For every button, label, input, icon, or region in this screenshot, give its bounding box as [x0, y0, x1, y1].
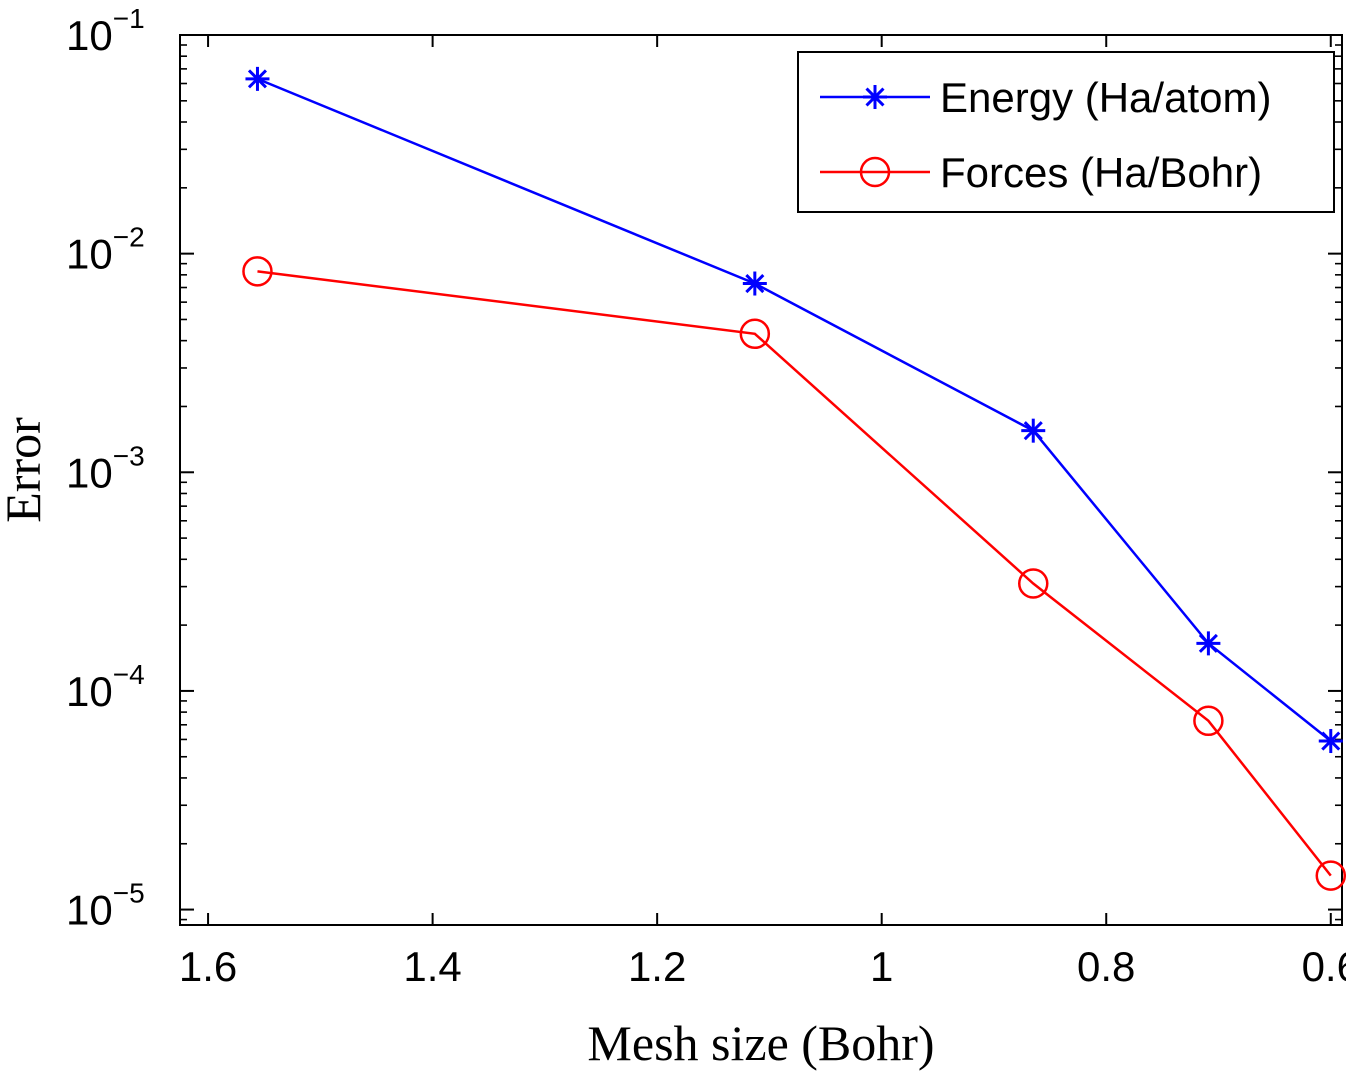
y-tick-base: 10 — [66, 231, 113, 278]
asterisk-stroke — [865, 87, 885, 107]
y-axis-title: Error — [0, 417, 51, 523]
y-tick-base: 10 — [66, 668, 113, 715]
legend-box — [797, 51, 1335, 213]
x-tick-label: 1.4 — [403, 943, 461, 990]
x-axis-title: Mesh size (Bohr) — [587, 1015, 934, 1071]
y-tick-exponent: −4 — [113, 659, 145, 690]
y-tick-exponent: −2 — [113, 222, 145, 253]
legend-entry: Forces (Ha/Bohr) — [820, 149, 1262, 196]
data-point — [742, 271, 767, 296]
data-point — [1018, 568, 1049, 599]
series-forces — [242, 256, 1346, 891]
asterisk-stroke — [247, 69, 268, 89]
y-tick-base: 10 — [66, 449, 113, 496]
series-line — [257, 270, 1332, 877]
y-tick-label: 10−2 — [66, 222, 145, 278]
y-tick-base: 10 — [66, 12, 113, 59]
legend-marker — [863, 85, 887, 109]
legend-label: Forces (Ha/Bohr) — [940, 149, 1262, 196]
data-point — [739, 318, 771, 350]
legend: Energy (Ha/atom) Forces (Ha/Bohr) — [797, 51, 1335, 213]
asterisk-stroke — [1023, 421, 1043, 441]
x-tick-label: 0.6 — [1302, 943, 1346, 990]
y-tick-label: 10−4 — [66, 659, 145, 715]
data-point — [1021, 418, 1046, 443]
y-tick-exponent: −1 — [113, 3, 145, 34]
x-tick-label: 1 — [870, 943, 893, 990]
asterisk-stroke — [1198, 633, 1218, 653]
x-tick-labels: 1.6 1.4 1.2 1 0.8 0.6 — [179, 943, 1346, 990]
data-point — [1196, 631, 1221, 656]
x-tick-label: 1.2 — [628, 943, 686, 990]
series-energy — [245, 66, 1343, 754]
y-tick-label: 10−1 — [66, 3, 145, 59]
x-tick-label: 0.8 — [1077, 943, 1135, 990]
y-tick-exponent: −3 — [113, 440, 145, 471]
data-point — [1193, 705, 1224, 737]
axis-ticks — [180, 34, 1342, 925]
asterisk-stroke — [1321, 731, 1341, 751]
y-tick-label: 10−3 — [66, 440, 145, 496]
series-layer — [242, 66, 1346, 891]
x-tick-label: 1.6 — [179, 943, 237, 990]
data-point — [245, 66, 270, 91]
data-point — [1315, 860, 1346, 891]
data-point — [242, 256, 273, 287]
y-tick-label: 10−5 — [66, 878, 145, 934]
legend-marker — [859, 156, 891, 188]
y-tick-exponent: −5 — [113, 878, 145, 909]
y-tick-labels: 10−110−210−310−410−5 — [66, 3, 145, 934]
legend-label: Energy (Ha/atom) — [940, 74, 1271, 121]
data-point — [1318, 729, 1343, 754]
y-tick-base: 10 — [66, 887, 113, 934]
legend-entries: Energy (Ha/atom) Forces (Ha/Bohr) — [820, 74, 1271, 196]
asterisk-stroke — [745, 273, 765, 294]
legend-entry: Energy (Ha/atom) — [820, 74, 1271, 121]
